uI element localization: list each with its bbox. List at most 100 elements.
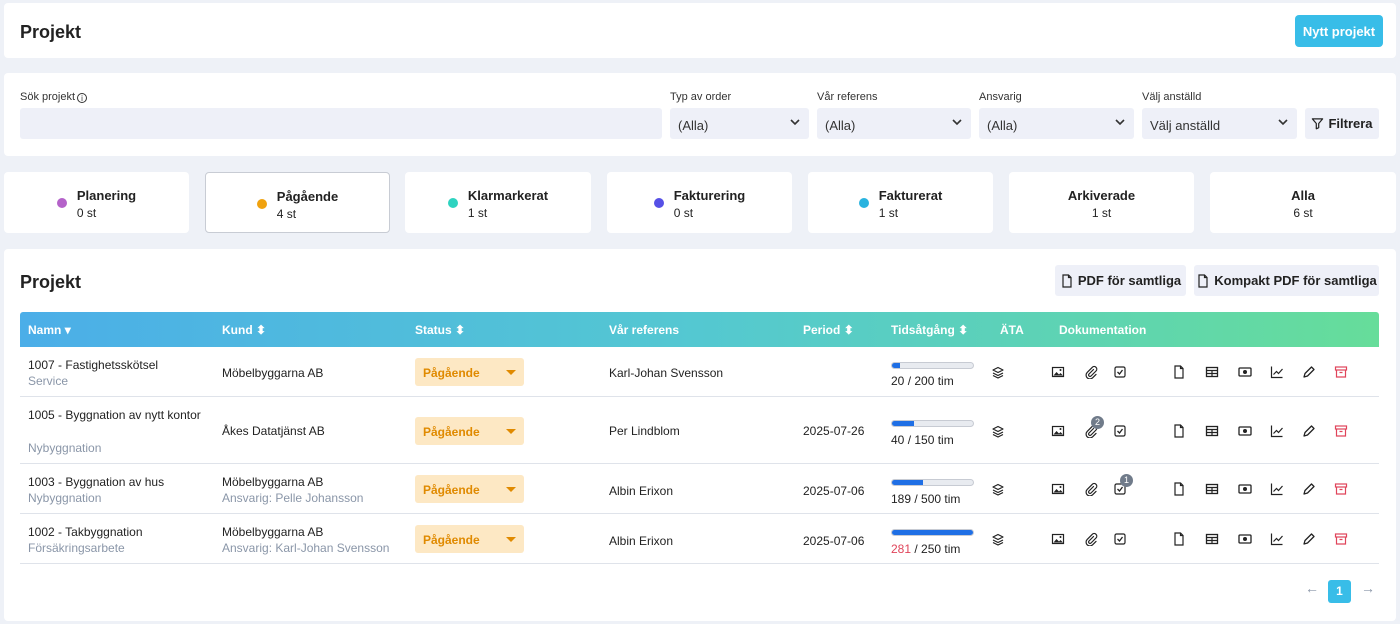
time-usage: 20 / 200 tim [891,374,954,388]
checklist-icon[interactable] [1113,482,1127,496]
customer-name: Möbelbyggarna AB [222,525,324,539]
checklist-icon[interactable] [1113,424,1127,438]
project-name[interactable]: 1005 - Byggnation av nytt kontor [28,408,201,422]
col-time[interactable]: Tidsåtgång ⬍ [891,323,969,337]
customer-responsible: Ansvarig: Pelle Johansson [222,491,364,505]
reference-select[interactable]: (Alla) [817,108,971,139]
edit-pencil-icon[interactable] [1302,482,1316,496]
count-badge: 1 [1120,474,1133,487]
pdf-icon[interactable] [1172,532,1186,546]
status-card-alla[interactable]: Alla 6 st [1210,172,1396,233]
chevron-down-icon [1278,119,1288,126]
image-icon[interactable] [1051,365,1065,379]
table-icon[interactable] [1205,532,1219,546]
funnel-icon [1312,118,1324,130]
checklist-icon[interactable] [1113,532,1127,546]
attachment-icon[interactable] [1084,532,1098,546]
pdf-icon[interactable] [1172,365,1186,379]
projects-panel: Projekt PDF för samtliga Kompakt PDF för… [4,249,1396,621]
status-dropdown[interactable]: Pågående [415,525,524,553]
image-icon[interactable] [1051,424,1065,438]
chart-line-icon[interactable] [1270,365,1284,379]
page-title: Projekt [20,22,82,42]
status-dropdown[interactable]: Pågående [415,417,524,445]
table-icon[interactable] [1205,424,1219,438]
chevron-down-icon [1115,119,1125,126]
ata-layers-icon[interactable] [991,424,1005,438]
employee-select[interactable]: Välj anställd [1142,108,1297,139]
money-icon[interactable] [1238,424,1252,438]
ata-layers-icon[interactable] [991,532,1005,546]
attachment-icon[interactable] [1084,365,1098,379]
edit-pencil-icon[interactable] [1302,365,1316,379]
status-dot [858,198,869,208]
project-type: Nybyggnation [28,441,102,455]
order-type-label: Typ av order [670,91,732,103]
status-card-fakturering[interactable]: Fakturering 0 st [607,172,792,233]
pdf-all-button[interactable]: PDF för samtliga [1055,265,1186,296]
money-icon[interactable] [1238,482,1252,496]
money-icon[interactable] [1238,365,1252,379]
edit-pencil-icon[interactable] [1302,424,1316,438]
pdf-icon[interactable] [1172,423,1186,438]
status-card-arkiverade[interactable]: Arkiverade 1 st [1009,172,1194,233]
caret-down-icon [506,429,516,434]
search-input[interactable] [20,108,662,139]
project-name[interactable]: 1007 - Fastighetsskötsel [28,358,159,372]
archive-icon[interactable] [1334,482,1348,496]
time-usage: 40 / 150 tim [891,433,954,447]
status-card-klarmarkerat[interactable]: Klarmarkerat 1 st [405,172,591,233]
status-card-pagaende[interactable]: Pågående 4 st [205,172,390,233]
archive-icon[interactable] [1334,424,1348,438]
status-card-planering[interactable]: Planering 0 st [4,172,189,233]
archive-icon[interactable] [1334,532,1348,546]
order-type-select[interactable]: (Alla) [670,108,809,139]
filter-button[interactable]: Filtrera [1305,108,1379,139]
caret-down-icon [506,487,516,492]
status-dropdown[interactable]: Pågående [415,475,524,503]
page-1-button[interactable]: 1 [1328,580,1351,603]
pdf-compact-button[interactable]: Kompakt PDF för samtliga [1194,265,1379,296]
col-status[interactable]: Status ⬍ [415,323,466,337]
sort-icon: ⬍ [455,323,466,337]
chart-line-icon[interactable] [1270,532,1284,546]
archive-icon[interactable] [1334,365,1348,379]
customer-name: Åkes Datatjänst AB [222,424,325,438]
ata-layers-icon[interactable] [991,365,1005,379]
edit-pencil-icon[interactable] [1302,532,1316,546]
project-name[interactable]: 1003 - Byggnation av hus [28,475,165,489]
col-name[interactable]: Namn ▾ [28,323,71,337]
new-project-button[interactable]: Nytt projekt [1295,15,1383,47]
status-card-fakturerat[interactable]: Fakturerat 1 st [808,172,993,233]
prev-page-icon[interactable]: ← [1305,580,1319,596]
checklist-icon[interactable] [1113,365,1127,379]
money-icon[interactable] [1238,532,1252,546]
image-icon[interactable] [1051,482,1065,496]
image-icon[interactable] [1051,532,1065,546]
ata-layers-icon[interactable] [991,482,1005,496]
period-date: 2025-07-06 [803,484,865,498]
chart-line-icon[interactable] [1270,424,1284,438]
table-row: 1002 - Takbyggnation Försäkringsarbete M… [20,514,1379,564]
attachment-icon[interactable] [1084,482,1098,496]
status-dot [447,198,458,208]
reference-label: Vår referens [817,91,878,103]
table-icon[interactable] [1205,365,1219,379]
table-icon[interactable] [1205,482,1219,496]
pdf-icon[interactable] [1172,482,1186,496]
sort-down-icon: ▾ [64,323,71,337]
col-period[interactable]: Period ⬍ [803,323,854,337]
col-ata: ÄTA [1000,323,1024,337]
reference-name: Albin Erixon [609,534,674,548]
section-title: Projekt [20,272,82,292]
responsible-select[interactable]: (Alla) [979,108,1134,139]
employee-label: Välj anställd [1142,91,1202,103]
next-page-icon[interactable]: → [1361,580,1375,596]
col-customer[interactable]: Kund ⬍ [222,323,267,337]
chart-line-icon[interactable] [1270,482,1284,496]
status-dropdown[interactable]: Pågående [415,358,524,386]
time-usage: 281 / 250 tim [891,542,961,556]
info-icon[interactable]: i [77,93,88,103]
pdf-icon [1062,273,1072,288]
project-name[interactable]: 1002 - Takbyggnation [28,525,143,539]
